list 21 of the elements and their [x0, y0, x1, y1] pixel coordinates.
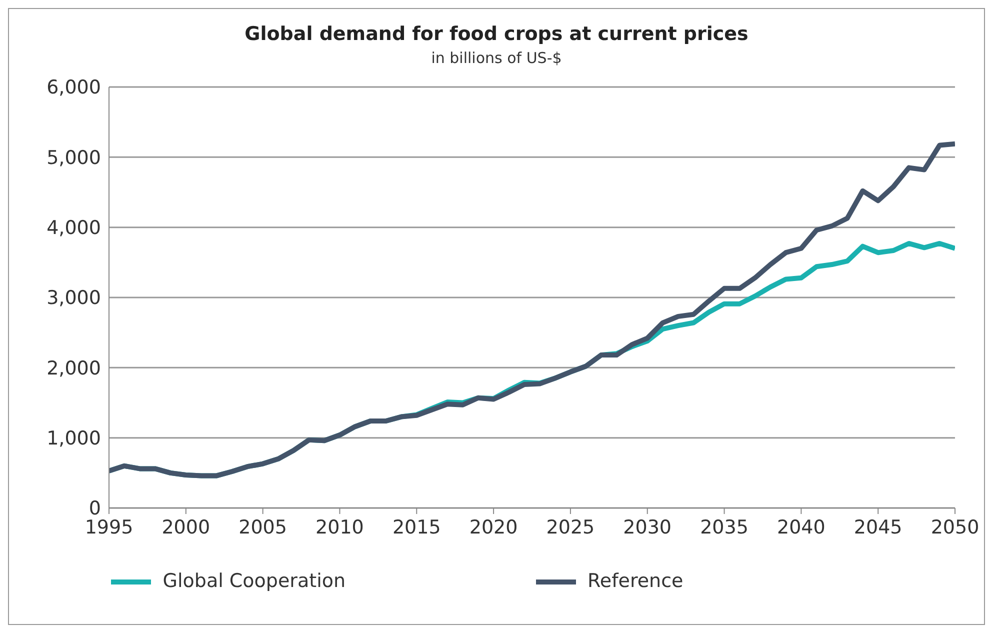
x-tick-label: 2040 [777, 516, 826, 538]
x-tick-label: 2010 [316, 516, 364, 538]
chart-title: Global demand for food crops at current prices [244, 23, 750, 45]
x-tick-label: 2015 [392, 516, 441, 538]
x-tick-label: 2000 [162, 516, 210, 538]
x-tick-label: 2005 [238, 516, 287, 538]
x-tick-label: 2025 [546, 516, 595, 538]
x-tick-label: 2050 [930, 516, 980, 538]
y-tick-label: 5,000 [46, 146, 101, 169]
legend-label: Reference [588, 570, 684, 592]
chart-subtitle: in billions of US-$ [430, 49, 563, 67]
y-tick-label: 3,000 [46, 287, 101, 310]
x-tick-label: 2045 [854, 516, 902, 538]
x-tick-label: 2035 [700, 516, 748, 538]
y-tick-label: 2,000 [46, 357, 101, 380]
y-tick-label: 6,000 [46, 76, 101, 99]
y-tick-label: 4,000 [46, 217, 101, 240]
legend-label: Global Cooperation [162, 570, 346, 592]
x-tick-label: 2030 [623, 516, 672, 538]
y-tick-label: 1,000 [46, 428, 101, 450]
x-tick-label: 2020 [469, 516, 518, 538]
